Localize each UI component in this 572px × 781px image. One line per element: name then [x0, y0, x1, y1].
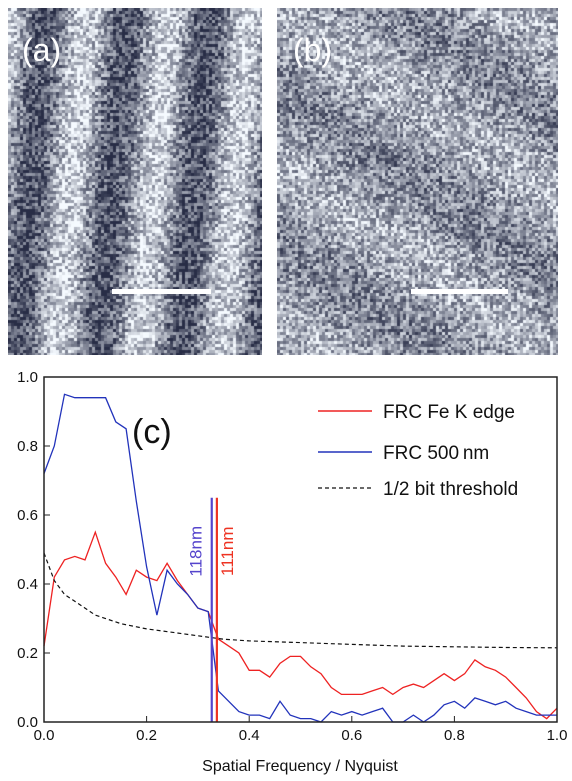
- x-tick-label-2: 0.4: [239, 727, 260, 744]
- axis-ticks: 0.0 0.2 0.4 0.6 0.8 1.0 0.0 0.2 0.4 0.6 0.8 1.0: [17, 369, 567, 744]
- plot-frame: [43, 376, 558, 723]
- legend-label-fe: FRC Fe K edge: [383, 402, 515, 423]
- legend: FRC Fe K edge FRC 500 nm 1/2 bit thresho…: [318, 402, 518, 500]
- microscopy-image-a: [8, 8, 262, 355]
- x-tick-label-5: 1.0: [547, 727, 568, 744]
- y-tick-label-4: 0.8: [17, 438, 38, 455]
- x-tick-label-3: 0.6: [341, 727, 362, 744]
- x-tick-label-0: 0.0: [34, 727, 55, 744]
- plot-lines: [43, 393, 558, 723]
- marker-label-111nm: 111nm: [218, 526, 237, 575]
- scale-bar-b: [411, 289, 508, 294]
- series-line-1: [43, 393, 557, 723]
- legend-label-threshold: 1/2 bit threshold: [383, 479, 518, 500]
- legend-label-500nm: FRC 500 nm: [383, 443, 489, 464]
- y-tick-label-0: 0.0: [17, 714, 38, 731]
- frc-chart: 118nm 111nm 0.0 0.2 0.4 0.6 0.8 1.00.00.20.40.…: [17, 369, 567, 775]
- image-panel-b: (b): [277, 8, 558, 355]
- x-tick-label-1: 0.2: [136, 727, 157, 744]
- y-tick-label-2: 0.4: [17, 576, 38, 593]
- microscopy-image-b: [277, 8, 558, 355]
- y-tick-label-3: 0.6: [17, 507, 38, 524]
- scale-bar-a: [112, 289, 211, 294]
- image-panel-a: (a): [8, 8, 262, 355]
- y-tick-label-1: 0.2: [17, 645, 38, 662]
- resolution-markers: 118nm 111nm: [187, 497, 237, 722]
- y-tick-label-5: 1.0: [17, 369, 38, 386]
- series-line-0: [43, 530, 558, 720]
- x-axis-label: Spatial Frequency / Nyquist: [202, 758, 398, 775]
- panel-label-a: (a): [22, 32, 62, 68]
- series-line-2: [43, 552, 558, 649]
- panel-label-b: (b): [293, 32, 333, 68]
- chart-panel-label: (c): [132, 413, 172, 451]
- marker-label-118nm: 118nm: [187, 526, 206, 577]
- x-tick-label-4: 0.8: [444, 727, 465, 744]
